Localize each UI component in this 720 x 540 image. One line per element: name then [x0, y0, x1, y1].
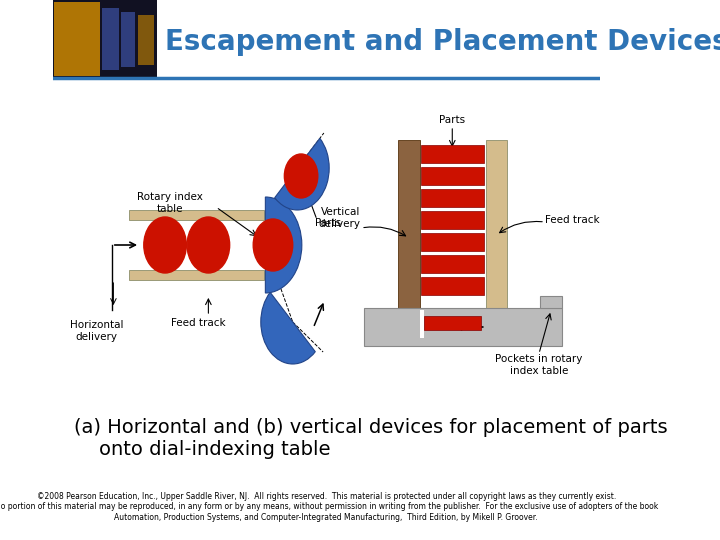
Bar [53, 0, 158, 78]
Circle shape [284, 154, 318, 198]
Wedge shape [261, 292, 315, 364]
Text: (a) Horizontal and (b) vertical devices for placement of parts: (a) Horizontal and (b) vertical devices … [74, 418, 667, 437]
Wedge shape [266, 197, 302, 293]
Text: Rotary index
table: Rotary index table [138, 192, 203, 214]
Bar [420, 310, 424, 338]
Text: Pockets in rotary
index table: Pockets in rotary index table [495, 354, 582, 376]
Bar [421, 211, 484, 229]
Bar [398, 140, 420, 308]
Bar [102, 8, 119, 70]
Text: Parts: Parts [439, 115, 465, 125]
Bar [421, 277, 484, 295]
Bar [138, 15, 154, 65]
Text: onto dial-indexing table: onto dial-indexing table [74, 440, 330, 459]
Circle shape [253, 219, 293, 271]
Bar [421, 145, 484, 163]
Circle shape [144, 217, 186, 273]
Bar [421, 167, 484, 185]
Text: Feed track: Feed track [171, 318, 226, 328]
Bar [121, 12, 135, 67]
Text: Escapement and Placement Devices: Escapement and Placement Devices [165, 28, 720, 56]
Bar [424, 316, 481, 330]
Bar [364, 308, 562, 346]
Text: Horizontal
delivery: Horizontal delivery [70, 320, 123, 342]
Bar [129, 270, 264, 280]
Circle shape [187, 217, 230, 273]
Text: Feed track: Feed track [545, 215, 600, 225]
Text: Parts: Parts [315, 218, 341, 228]
Bar [421, 255, 484, 273]
Bar [486, 140, 507, 308]
Bar [129, 210, 264, 220]
Wedge shape [275, 138, 329, 210]
Bar [421, 189, 484, 207]
Bar [541, 296, 562, 308]
Bar [54, 2, 100, 76]
Text: Vertical
delivery: Vertical delivery [318, 207, 360, 229]
Text: ©2008 Pearson Education, Inc., Upper Saddle River, NJ.  All rights reserved.  Th: ©2008 Pearson Education, Inc., Upper Sad… [0, 492, 658, 522]
Bar [421, 233, 484, 251]
